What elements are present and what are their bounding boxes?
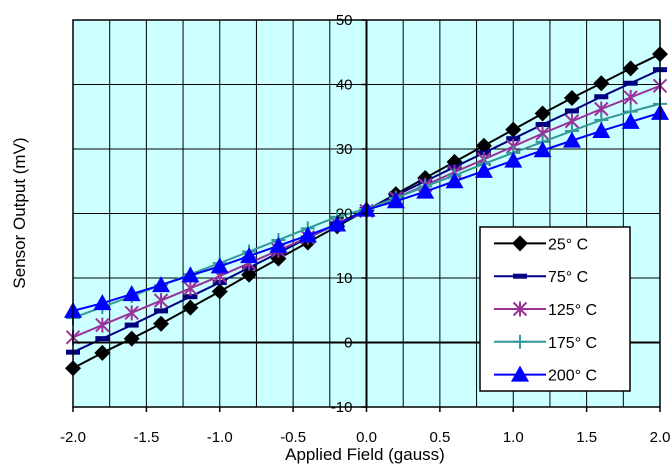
data-point (298, 226, 317, 243)
x-tick-label: 1.5 (576, 429, 597, 446)
data-point (95, 317, 110, 333)
data-point (621, 112, 640, 129)
data-point (513, 334, 527, 349)
legend-label: 175° C (548, 335, 597, 352)
data-point (592, 121, 611, 138)
data-point (182, 299, 199, 316)
data-point (474, 161, 493, 178)
data-point (153, 315, 170, 332)
legend-label: 75° C (548, 269, 588, 286)
data-point (153, 293, 169, 309)
x-tick-label: -1.5 (133, 429, 159, 446)
data-point (562, 131, 581, 148)
data-point (563, 90, 580, 107)
data-point (210, 257, 229, 274)
data-point (594, 94, 609, 100)
data-point (183, 294, 198, 300)
tick-labels: -2.0 -1.5 -1.0 -0.5 0.0 0.5 1.0 1.5 2.0 -10 0 10 20 3… (60, 12, 670, 446)
legend-item: 25° C (494, 235, 588, 253)
legend-item: 175° C (494, 335, 597, 352)
legend-item: 125° C (494, 301, 597, 319)
data-point (512, 301, 528, 317)
x-tick-label: 0.0 (356, 429, 377, 446)
legend-item: 75° C (494, 269, 588, 286)
data-point (152, 276, 171, 293)
series-4 (64, 103, 669, 318)
data-point (183, 280, 198, 296)
data-point (416, 182, 435, 199)
data-point (211, 283, 228, 300)
y-tick-label: 0 (344, 335, 352, 352)
data-point (504, 151, 523, 168)
x-tick-label: -1.0 (207, 429, 233, 446)
legend-label: 125° C (548, 302, 597, 319)
y-tick-label: 30 (336, 141, 353, 158)
data-point (445, 172, 464, 189)
y-axis-title: Sensor Output (mV) (10, 137, 29, 288)
data-point (475, 137, 492, 154)
data-point (623, 80, 638, 86)
data-point (593, 75, 610, 92)
data-point (154, 308, 169, 314)
data-point (564, 108, 579, 114)
x-tick-label: -0.5 (280, 429, 306, 446)
legend-item: 200° C (494, 365, 597, 385)
y-tick-label: 50 (336, 12, 353, 29)
data-point (124, 305, 139, 321)
data-point (512, 235, 528, 252)
y-tick-label: -10 (331, 399, 353, 416)
y-tick-label: 40 (336, 77, 353, 94)
data-point (534, 105, 551, 122)
data-point (506, 136, 521, 142)
x-tick-label: 0.5 (429, 429, 450, 446)
data-point (95, 336, 110, 342)
data-point (623, 89, 638, 105)
data-point (513, 273, 527, 279)
x-tick-label: -2.0 (60, 429, 86, 446)
y-tick-label: 10 (336, 270, 353, 287)
x-tick-label: 1.0 (503, 429, 524, 446)
data-point (269, 236, 288, 253)
data-point (386, 192, 405, 209)
data-point (93, 294, 112, 311)
y-tick-label: 20 (336, 206, 353, 223)
x-tick-label: 2.0 (650, 429, 671, 446)
data-point (94, 344, 111, 361)
data-point (181, 266, 200, 283)
data-point (124, 322, 139, 328)
data-point (535, 121, 550, 127)
legend: 25° C 75° C 125° C 175° C 200° C (479, 226, 631, 392)
data-point (622, 60, 639, 77)
data-point (328, 215, 347, 232)
legend-label: 25° C (548, 236, 588, 253)
legend-label: 200° C (548, 368, 597, 385)
data-point (240, 247, 259, 264)
data-point (122, 285, 141, 302)
data-point (533, 141, 552, 158)
x-axis-title: Applied Field (gauss) (285, 445, 445, 464)
data-point (511, 365, 529, 382)
data-point (505, 121, 522, 138)
